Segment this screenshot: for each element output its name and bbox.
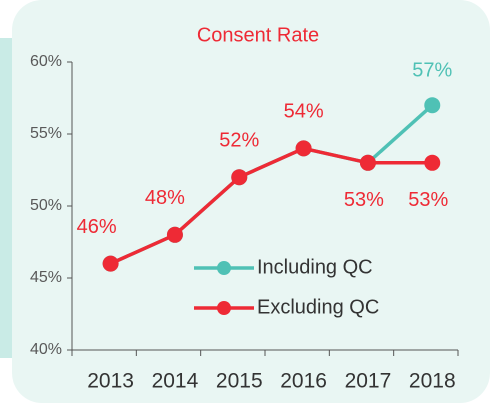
series-marker [166, 226, 183, 243]
legend-marker [217, 301, 231, 315]
series-line [109, 146, 433, 266]
series-marker [359, 154, 376, 171]
x-tick-label: 2018 [409, 370, 456, 393]
legend-label: Including QC [257, 256, 373, 278]
data-label: 46% [77, 216, 117, 238]
y-tick-label: 55% [30, 125, 62, 142]
y-tick-label: 40% [30, 341, 62, 358]
series-marker [231, 169, 248, 186]
legend-marker [217, 261, 231, 275]
x-tick-label: 2015 [216, 370, 263, 393]
chart-title: Consent Rate [197, 24, 319, 46]
y-tick-label: 60% [30, 53, 62, 70]
x-tick-label: 2013 [87, 370, 134, 393]
series-marker [295, 140, 312, 157]
series-marker [102, 255, 119, 272]
data-label: 53% [408, 189, 448, 211]
legend-label: Excluding QC [257, 296, 379, 318]
data-label: 57% [412, 59, 452, 81]
data-label: 48% [145, 187, 185, 209]
data-label: 54% [284, 101, 324, 123]
x-tick-label: 2014 [152, 370, 199, 393]
x-tick-label: 2016 [280, 370, 327, 393]
data-label: 53% [344, 189, 384, 211]
y-tick-label: 45% [30, 269, 62, 286]
data-label: 52% [219, 129, 259, 151]
series-marker [424, 97, 441, 114]
x-tick-label: 2017 [345, 370, 392, 393]
y-tick-label: 50% [30, 197, 62, 214]
panel [12, 0, 490, 403]
series-marker [424, 154, 441, 171]
